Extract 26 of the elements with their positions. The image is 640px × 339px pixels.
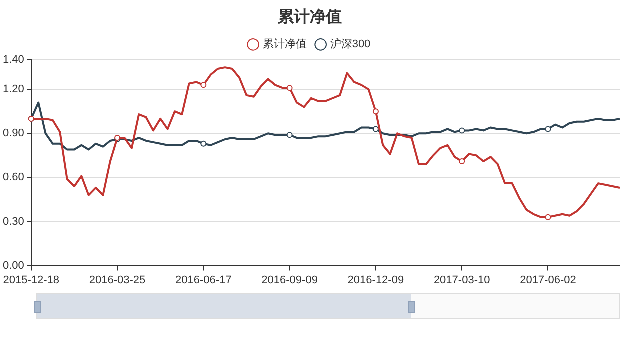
point [286, 132, 293, 138]
y-tick-label: 1.40 [2, 54, 24, 66]
point [372, 108, 379, 115]
x-tick-label: 2015-12-18 [3, 274, 60, 286]
legend-label: 沪深300 [330, 38, 371, 51]
y-tick-label: 0.00 [2, 260, 24, 272]
x-tick-label: 2017-06-02 [520, 274, 576, 286]
point [286, 85, 293, 92]
point [200, 82, 207, 88]
x-tick-label: 2017-03-10 [434, 274, 490, 286]
point [200, 140, 207, 147]
point [372, 126, 379, 132]
x-tick-label: 2016-12-09 [348, 274, 404, 286]
legend-label: 累计净值 [262, 38, 307, 51]
y-tick-label: 0.60 [2, 172, 24, 184]
y-tick-label: 1.20 [2, 84, 24, 96]
x-tick-label: 2016-03-25 [89, 274, 146, 286]
point [459, 128, 466, 134]
x-tick-label: 2016-06-17 [176, 274, 232, 286]
point [459, 158, 466, 165]
point [545, 214, 552, 220]
y-tick-label: 0.30 [2, 216, 24, 228]
x-tick-label: 2016-09-09 [262, 274, 318, 286]
point [545, 126, 552, 132]
chart-title: 累计净值 [277, 6, 342, 26]
y-tick-label: 0.90 [2, 128, 24, 140]
